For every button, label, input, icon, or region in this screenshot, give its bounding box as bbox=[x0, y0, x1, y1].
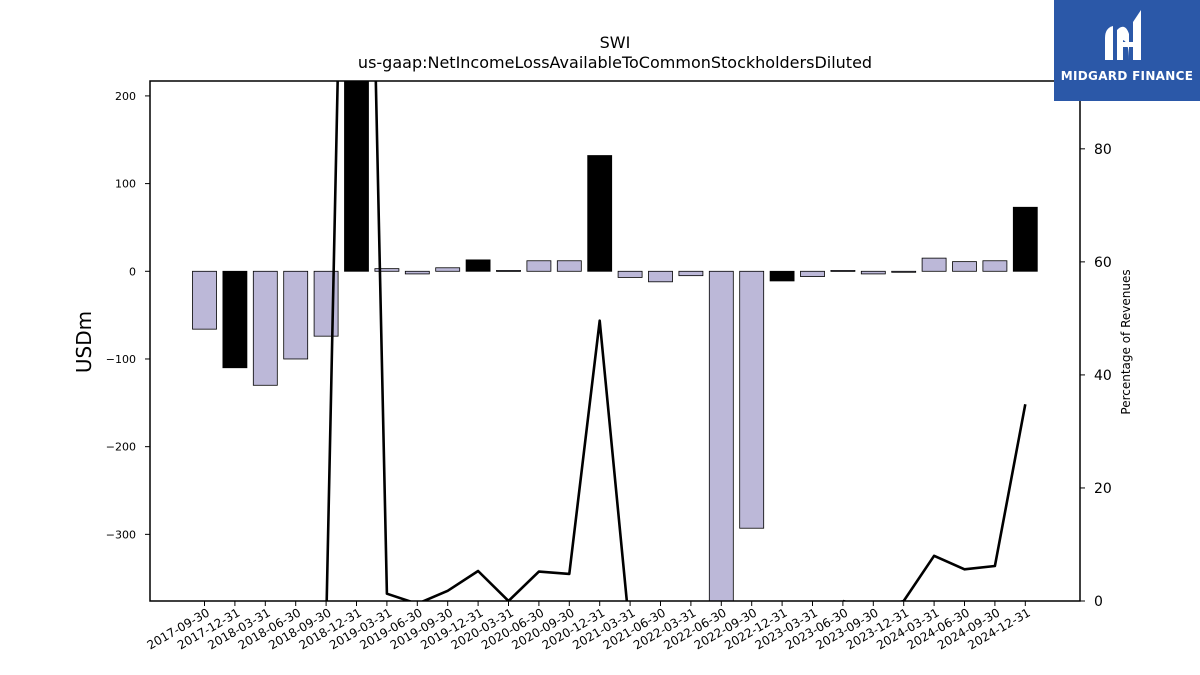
y-axis: −300 −200 −100 0 100 200 bbox=[106, 90, 150, 541]
y-tick-label: 200 bbox=[115, 90, 136, 103]
bar-2022-09-30 bbox=[739, 270, 765, 529]
bar-2022-03-31 bbox=[678, 270, 704, 277]
y2-axis-label: Percentage of Revenues bbox=[1119, 269, 1133, 414]
bar-2019-06-30 bbox=[404, 270, 430, 275]
y2-axis: 0 20 40 60 80 bbox=[1080, 142, 1112, 610]
bar-2017-12-31 bbox=[222, 270, 248, 369]
bar-series bbox=[192, 81, 1038, 601]
bar-2024-09-30 bbox=[982, 260, 1008, 272]
y2-tick-label: 0 bbox=[1094, 594, 1103, 610]
bar-2023-06-30 bbox=[830, 270, 856, 272]
bar-2020-06-30 bbox=[526, 260, 552, 272]
chart-title: SWI bbox=[600, 33, 631, 52]
bar-2018-06-30 bbox=[283, 270, 309, 360]
bar-2019-09-30 bbox=[435, 267, 461, 272]
bar-2024-03-31 bbox=[921, 257, 947, 272]
y2-tick-label: 20 bbox=[1094, 481, 1112, 497]
logo-mark-icon bbox=[1105, 10, 1141, 60]
bar-2022-06-30 bbox=[708, 270, 734, 601]
bar-2018-12-31 bbox=[344, 81, 369, 272]
bar-2019-03-31 bbox=[374, 268, 400, 272]
bar-2018-03-31 bbox=[252, 270, 278, 386]
chart-title-group: SWI us-gaap:NetIncomeLossAvailableToComm… bbox=[358, 33, 872, 72]
bar-2023-03-31 bbox=[800, 270, 825, 277]
line-segment-0 bbox=[325, 81, 629, 601]
logo-name: MIDGARD FINANCE bbox=[1060, 69, 1194, 83]
bar-2024-12-31 bbox=[1012, 206, 1038, 272]
y-tick-label: −100 bbox=[106, 353, 136, 366]
chart-subtitle: us-gaap:NetIncomeLossAvailableToCommonSt… bbox=[358, 53, 872, 72]
bar-2020-09-30 bbox=[556, 260, 582, 272]
y-tick-label: −300 bbox=[106, 528, 136, 541]
y-axis-label: USDm bbox=[72, 311, 96, 373]
y-tick-label: 100 bbox=[115, 178, 136, 191]
y2-tick-label: 80 bbox=[1094, 142, 1112, 158]
bar-2023-12-31 bbox=[891, 270, 917, 273]
y2-tick-label: 60 bbox=[1094, 255, 1112, 271]
x-axis: 2017-09-302017-12-312018-03-312018-06-30… bbox=[145, 601, 1033, 652]
bar-2022-12-31 bbox=[769, 270, 795, 282]
bar-2021-03-31 bbox=[617, 270, 643, 278]
bar-2020-03-31 bbox=[496, 270, 521, 272]
bar-2023-09-30 bbox=[860, 270, 886, 275]
bar-2017-09-30 bbox=[192, 270, 217, 330]
bar-2024-06-30 bbox=[952, 261, 977, 272]
bar-2021-06-30 bbox=[648, 270, 673, 283]
bar-2019-12-31 bbox=[465, 259, 491, 272]
logo: MIDGARD FINANCE bbox=[1054, 0, 1200, 101]
y-tick-label: 0 bbox=[129, 265, 136, 278]
plot-frame bbox=[149, 80, 1081, 602]
line-segment-1 bbox=[842, 404, 1027, 601]
y-tick-label: −200 bbox=[106, 441, 136, 454]
line-series bbox=[325, 81, 1027, 601]
y2-tick-label: 40 bbox=[1094, 368, 1112, 384]
bar-2020-12-31 bbox=[587, 155, 613, 272]
